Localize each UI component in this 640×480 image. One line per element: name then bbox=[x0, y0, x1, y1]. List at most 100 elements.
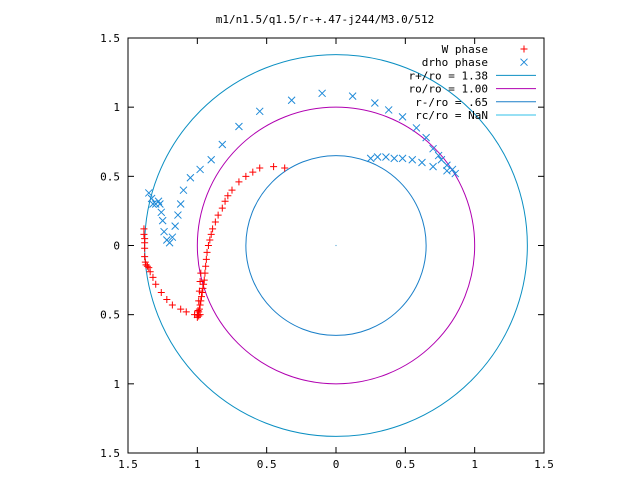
data-point bbox=[218, 204, 226, 212]
data-point bbox=[202, 262, 210, 270]
data-point bbox=[157, 289, 165, 297]
data-point bbox=[209, 225, 217, 233]
data-point bbox=[176, 200, 185, 208]
data-point bbox=[412, 124, 421, 132]
data-point bbox=[143, 262, 151, 270]
legend-label: ro/ro = 1.00 bbox=[409, 83, 488, 96]
data-point bbox=[174, 211, 182, 219]
data-point bbox=[228, 186, 236, 194]
data-point bbox=[270, 163, 278, 171]
data-point bbox=[206, 236, 214, 244]
data-point bbox=[149, 273, 157, 281]
x-tick-label: 0.5 bbox=[257, 458, 277, 471]
data-series bbox=[140, 89, 460, 321]
data-point bbox=[156, 200, 164, 208]
data-point bbox=[287, 96, 296, 105]
data-point bbox=[211, 218, 219, 226]
data-point bbox=[196, 277, 204, 285]
data-point bbox=[221, 197, 229, 205]
legend-label: rc/ro = NaN bbox=[415, 109, 488, 122]
y-tick-label: 1.5 bbox=[100, 32, 120, 45]
data-point bbox=[141, 235, 149, 243]
data-point bbox=[281, 164, 289, 172]
data-point bbox=[160, 227, 168, 236]
x-tick-label: 1 bbox=[194, 458, 201, 471]
data-point bbox=[434, 151, 443, 160]
data-point bbox=[429, 144, 437, 153]
x-tick-label: 0.5 bbox=[395, 458, 415, 471]
data-point bbox=[165, 238, 174, 247]
legend-marker-sample bbox=[520, 58, 528, 67]
data-point bbox=[144, 189, 153, 197]
data-point bbox=[398, 154, 407, 163]
data-point bbox=[195, 297, 203, 305]
data-point bbox=[235, 178, 243, 186]
data-point bbox=[207, 230, 215, 238]
data-point bbox=[214, 211, 222, 219]
y-tick-label: 0.5 bbox=[100, 309, 120, 322]
y-tick-label: 0 bbox=[113, 240, 120, 253]
data-point bbox=[318, 89, 326, 98]
data-point bbox=[348, 92, 357, 100]
chart-title: m1/n1.5/q1.5/r-+.47-j244/M3.0/512 bbox=[216, 13, 435, 26]
axis-tick-labels: 1.5 1 0.5 0 0.5 1 1.51.510.500.511.5 bbox=[100, 32, 554, 471]
data-point bbox=[443, 166, 451, 175]
radius-circle bbox=[245, 155, 427, 336]
data-point bbox=[384, 106, 393, 114]
data-point bbox=[451, 169, 460, 178]
axis-ticks bbox=[127, 37, 545, 454]
data-point bbox=[141, 258, 149, 266]
data-point bbox=[140, 225, 148, 233]
data-point bbox=[152, 280, 160, 288]
data-point bbox=[422, 133, 430, 142]
legend-label: drho phase bbox=[422, 56, 488, 69]
radius-circle bbox=[196, 106, 476, 385]
data-point bbox=[195, 287, 203, 295]
y-tick-label: 0.5 bbox=[100, 170, 120, 183]
y-tick-label: 1 bbox=[113, 378, 120, 391]
data-point bbox=[191, 311, 199, 319]
data-point bbox=[207, 155, 216, 164]
legend-label: r-/ro = .65 bbox=[415, 96, 488, 109]
series-group bbox=[144, 89, 460, 247]
data-point bbox=[418, 158, 426, 167]
data-point bbox=[149, 200, 157, 208]
x-tick-label: 0 bbox=[333, 458, 340, 471]
data-point bbox=[429, 162, 437, 171]
data-point bbox=[177, 305, 185, 313]
legend-label: W phase bbox=[442, 43, 488, 56]
data-point bbox=[171, 222, 180, 230]
data-point bbox=[249, 168, 257, 176]
data-point bbox=[168, 233, 177, 242]
origin-dot bbox=[335, 244, 337, 247]
legend-label: r+/ro = 1.38 bbox=[409, 69, 488, 82]
data-point bbox=[203, 248, 211, 256]
y-tick-label: 1.5 bbox=[100, 447, 120, 460]
data-point bbox=[242, 172, 250, 180]
data-point bbox=[370, 99, 379, 107]
data-point bbox=[390, 154, 399, 163]
data-point bbox=[146, 268, 154, 276]
data-point bbox=[382, 153, 390, 161]
data-point bbox=[443, 161, 451, 170]
data-point bbox=[200, 276, 208, 284]
data-point bbox=[408, 155, 417, 164]
data-point bbox=[197, 269, 205, 277]
data-point bbox=[182, 308, 190, 316]
data-point bbox=[204, 242, 212, 249]
data-point bbox=[398, 112, 407, 121]
data-point bbox=[141, 253, 149, 261]
data-point bbox=[179, 186, 188, 195]
data-point bbox=[218, 140, 227, 149]
data-point bbox=[373, 153, 382, 161]
data-point bbox=[224, 192, 232, 200]
data-point bbox=[366, 154, 375, 163]
data-point bbox=[186, 173, 195, 182]
data-point bbox=[194, 307, 202, 315]
legend-marker-sample bbox=[520, 45, 528, 53]
data-point bbox=[163, 295, 171, 303]
data-point bbox=[196, 301, 204, 309]
